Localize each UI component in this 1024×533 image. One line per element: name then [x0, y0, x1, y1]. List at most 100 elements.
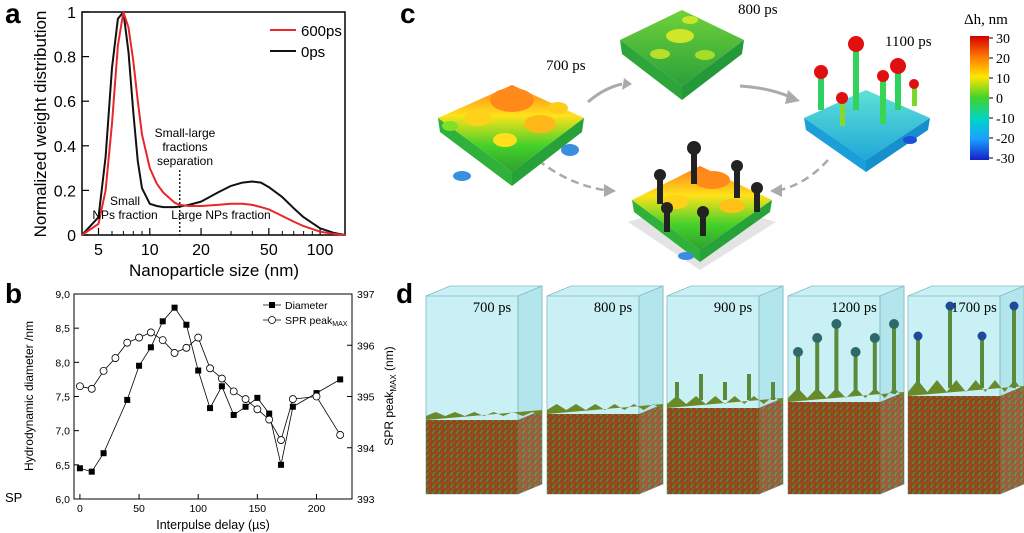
panel-label-d: d: [396, 278, 413, 309]
data-point-diameter: [136, 362, 143, 369]
jet: [723, 382, 727, 400]
series-line-spr: [79, 331, 341, 442]
surface-1100ps: [804, 36, 930, 172]
data-point-spr: [182, 343, 191, 352]
jet: [872, 340, 877, 394]
legend-a: 600ps 0ps: [270, 23, 342, 61]
data-point-spr: [99, 366, 108, 375]
data-point-spr: [336, 431, 345, 439]
droplet: [793, 347, 803, 357]
axes-ticks-b: 0 50 100 150 200 6,0 6,5 7,0 7,5 8,0 8,5 9,0 393 394 3…: [55, 289, 374, 515]
box-soil-side: [518, 410, 542, 494]
sp-label: SP: [5, 490, 22, 505]
data-point-diameter: [159, 318, 166, 325]
data-point-spr: [253, 405, 262, 414]
legend-label-diameter: Diameter: [285, 300, 328, 312]
data-point-diameter: [289, 403, 296, 410]
data-point-spr: [277, 436, 285, 444]
y-tick-label-a: 0.6: [54, 94, 76, 111]
x-axis-label-b-prefix: Interpulse delay (: [156, 518, 253, 532]
data-point-diameter: [218, 383, 225, 390]
annotation-large: Large NPs fraction: [171, 208, 270, 222]
label-c-700ps: 700 ps: [546, 58, 586, 74]
x-tick-label-a: 10: [141, 242, 159, 259]
data-point-spr: [170, 349, 179, 357]
x-ticks-a: 5 10 20 50 100: [94, 228, 334, 259]
y-tick-label-a: 0.2: [54, 183, 76, 200]
x-tick-label-b: 50: [133, 503, 145, 515]
arrow-700-to-result: [537, 159, 605, 192]
jet: [815, 340, 820, 394]
colorbar: [970, 36, 989, 160]
data-point-diameter: [242, 403, 249, 410]
x-axis-label-b: Interpulse delay (µs): [156, 518, 270, 532]
data-point-spr: [146, 328, 155, 337]
data-point-spr: [206, 364, 214, 373]
arrowhead-800-to-1100: [785, 90, 800, 104]
series-line-0ps: [81, 11, 346, 236]
box-4: 1200 ps: [787, 285, 905, 495]
jet: [980, 338, 984, 388]
box-soil: [908, 396, 1000, 494]
droplet: [977, 331, 987, 341]
jet: [796, 354, 800, 394]
y2-tick-label-b: 393: [357, 494, 375, 506]
data-point-spr: [229, 387, 238, 396]
surface-combined: [628, 141, 776, 270]
data-point-spr: [217, 374, 226, 383]
y-tick-label-a: 0.8: [54, 50, 76, 67]
data-point-spr: [111, 354, 120, 362]
colorbar-tick-label: 10: [996, 72, 1010, 87]
y-tick-label-b: 8,5: [55, 323, 70, 335]
box-soil: [788, 402, 880, 494]
colorbar-ticks: 30 20 10 0 -10 -20 -30: [989, 32, 1015, 167]
jet: [948, 308, 952, 388]
box-surface: [426, 410, 542, 420]
data-point-diameter: [124, 396, 131, 403]
box-soil-side: [759, 398, 783, 494]
box-soil: [667, 408, 759, 494]
panel-d: 700 ps 800 ps 900 ps 1200 ps 1700 ps: [425, 285, 1024, 495]
legend-marker-spr: [268, 316, 276, 324]
box-surface: [667, 396, 783, 408]
annotation-small-1: Small: [110, 194, 140, 208]
colorbar-tick-label: 30: [996, 32, 1010, 47]
arrowhead-700-to-result: [604, 184, 616, 197]
data-point-spr: [241, 395, 250, 403]
series-line-600ps: [81, 11, 346, 236]
x-axis-label-a: Nanoparticle size (nm): [129, 261, 299, 280]
jet: [853, 354, 858, 394]
series-group-b: [76, 304, 345, 475]
x-axis-label-b-suffix: ): [266, 518, 270, 532]
jet: [675, 382, 679, 400]
data-point-spr: [87, 384, 96, 393]
y-axis-label-a: Normalized weight distribution: [31, 11, 50, 238]
y2-label-main: SPR peak: [382, 391, 396, 446]
arrowhead-700-to-800: [622, 78, 632, 90]
data-point-spr: [123, 338, 132, 347]
panel-c: 700 ps 800 ps 1100 ps Δh, nm 30 20 10 0 -10 -…: [438, 2, 1015, 270]
data-point-spr: [194, 333, 203, 342]
surface-700ps: [438, 85, 584, 186]
y-tick-label-b: 8,0: [55, 357, 70, 369]
label-d-time: 1700 ps: [951, 300, 997, 316]
box-soil: [426, 420, 518, 494]
data-point-diameter: [171, 304, 178, 311]
series-group-a: [81, 11, 346, 236]
y2-tick-label-b: 394: [357, 443, 375, 455]
plot-frame-a: [81, 11, 346, 236]
chart-a: 5 10 20 50 100 0 0.2 0.4 0.6 0.8 1 Nanoparticle s…: [31, 5, 346, 280]
x-tick-label-a: 100: [307, 242, 334, 259]
data-point-diameter: [266, 410, 273, 417]
colorbar-tick-label: -10: [996, 112, 1015, 127]
data-point-diameter: [183, 321, 190, 328]
arrow-1100-to-result: [779, 159, 829, 192]
y-tick-label-b: 7,0: [55, 426, 70, 438]
y-ticks-a: 0 0.2 0.4 0.6 0.8 1: [54, 5, 89, 245]
box-3: 900 ps: [666, 285, 784, 495]
jet: [1012, 308, 1016, 388]
droplet: [812, 333, 823, 343]
label-c-1100ps: 1100 ps: [885, 34, 932, 50]
jet: [892, 326, 896, 394]
